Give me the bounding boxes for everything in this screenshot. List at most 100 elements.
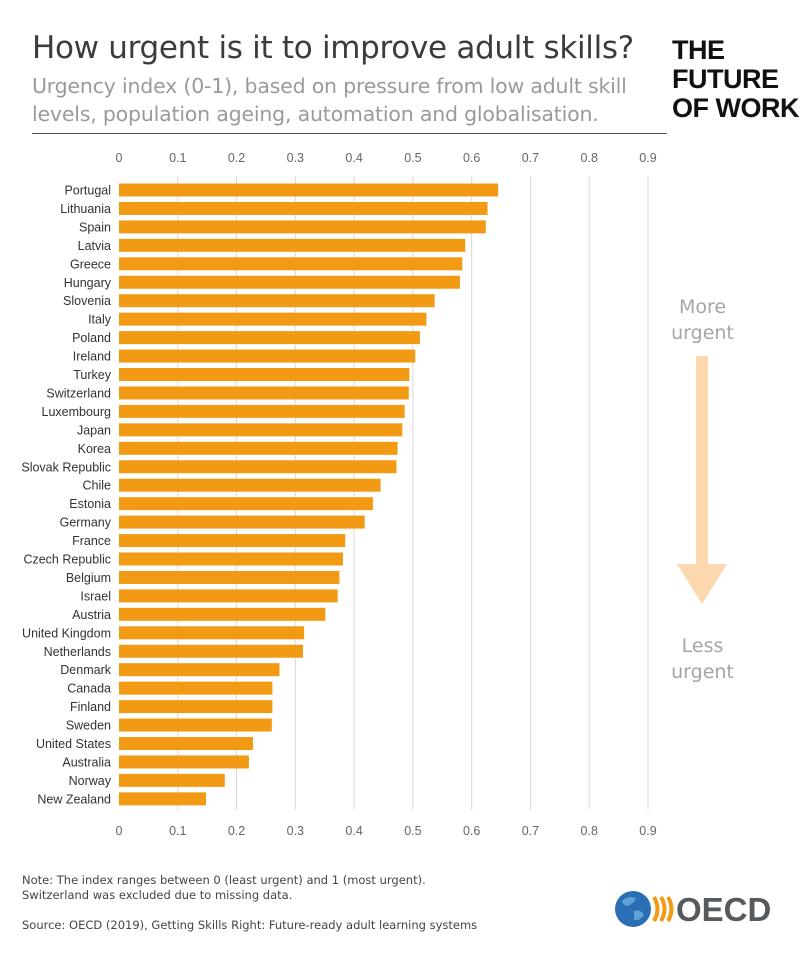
category-label: Czech Republic <box>23 553 111 567</box>
category-label: Australia <box>62 755 111 769</box>
x-tick-label-bottom: 0.3 <box>287 824 304 838</box>
x-tick-label-top: 0.3 <box>287 151 304 165</box>
note-line: Switzerland was excluded due to missing … <box>22 888 293 902</box>
category-label: Netherlands <box>44 645 111 659</box>
bar <box>119 700 273 714</box>
bar-chart: 0 0 0.1 0.1 0.2 0.2 0.3 0.3 0.4 0.4 0.5 0.5 0.6 0.6 0.… <box>21 151 656 838</box>
bar <box>119 275 460 289</box>
category-label: United States <box>36 737 111 751</box>
category-label: Israel <box>80 589 111 603</box>
bar <box>119 755 249 769</box>
category-label: Poland <box>72 331 111 345</box>
category-label: New Zealand <box>37 792 111 806</box>
bar <box>119 386 409 400</box>
bar <box>119 257 463 271</box>
x-tick-label-top: 0.8 <box>581 151 598 165</box>
bar <box>119 460 397 474</box>
x-tick-label-bottom: 0 <box>116 824 123 838</box>
bar <box>119 201 488 215</box>
x-tick-label-bottom: 0.6 <box>463 824 480 838</box>
bar <box>119 792 206 806</box>
bar <box>119 349 416 363</box>
x-tick-label-top: 0.4 <box>345 151 362 165</box>
x-tick-label-top: 0.5 <box>404 151 421 165</box>
x-tick-label-bottom: 0.7 <box>522 824 539 838</box>
x-tick-label-top: 0.7 <box>522 151 539 165</box>
more-urgent-label: More urgent <box>660 294 745 346</box>
x-tick-label-bottom: 0.1 <box>169 824 186 838</box>
bar <box>119 570 340 584</box>
footnote: Note: The index ranges between 0 (least … <box>22 873 482 903</box>
globe-icon <box>615 891 651 927</box>
bar <box>119 589 338 603</box>
bar <box>119 644 303 658</box>
bar <box>119 497 373 511</box>
category-label: Spain <box>79 220 111 234</box>
bar <box>119 478 381 492</box>
side-line: urgent <box>671 661 734 683</box>
category-label: Norway <box>69 774 112 788</box>
less-urgent-label: Less urgent <box>660 633 745 685</box>
bar <box>119 183 499 197</box>
chart-title: How urgent is it to improve adult skills… <box>32 30 634 66</box>
bar <box>119 607 326 621</box>
oecd-logo-text: OECD <box>676 891 771 928</box>
bar <box>119 294 435 308</box>
category-label: Luxembourg <box>42 405 112 419</box>
source-text: Source: OECD (2019), Getting Skills Righ… <box>22 918 478 932</box>
bar <box>119 441 398 455</box>
category-label: France <box>72 534 111 548</box>
x-tick-label-top: 0.9 <box>639 151 656 165</box>
bar <box>119 663 280 677</box>
bar <box>119 552 343 566</box>
category-label: Ireland <box>73 350 111 364</box>
x-tick-label-bottom: 0.8 <box>581 824 598 838</box>
category-label: Finland <box>70 700 111 714</box>
category-label: Korea <box>78 442 111 456</box>
category-label: Turkey <box>73 368 111 382</box>
x-tick-label-top: 0.1 <box>169 151 186 165</box>
category-label: Latvia <box>78 239 111 253</box>
category-label: Italy <box>88 313 112 327</box>
bar <box>119 534 346 548</box>
x-tick-label-top: 0.6 <box>463 151 480 165</box>
bar <box>119 220 486 234</box>
x-tick-label-bottom: 0.9 <box>639 824 656 838</box>
bar <box>119 423 403 437</box>
bar <box>119 626 305 640</box>
bar <box>119 368 410 381</box>
x-tick-label-bottom: 0.2 <box>228 824 245 838</box>
category-label: Slovenia <box>63 294 111 308</box>
category-label: Hungary <box>64 276 112 290</box>
category-label: Switzerland <box>46 386 111 400</box>
category-label: Canada <box>67 682 111 696</box>
wave-icon <box>652 895 660 923</box>
category-label: Belgium <box>66 571 111 585</box>
x-tick-label-top: 0 <box>116 151 123 165</box>
category-label: Portugal <box>64 184 111 198</box>
bar <box>119 681 273 695</box>
bar <box>119 238 466 252</box>
bar <box>119 515 365 529</box>
bar <box>119 404 405 418</box>
x-tick-label-top: 0.2 <box>228 151 245 165</box>
title-divider <box>32 133 667 134</box>
category-label: Japan <box>77 423 111 437</box>
category-label: Greece <box>70 257 111 271</box>
category-label: United Kingdom <box>22 626 111 640</box>
x-tick-label-bottom: 0.5 <box>404 824 421 838</box>
bar <box>119 312 427 326</box>
side-line: urgent <box>671 322 734 344</box>
side-line: Less <box>681 635 724 657</box>
side-line: More <box>678 296 727 318</box>
category-label: Denmark <box>60 663 111 677</box>
brand-line: OF WORK <box>672 93 799 123</box>
category-label: Lithuania <box>60 202 111 216</box>
x-tick-label-bottom: 0.4 <box>345 824 362 838</box>
chart-subtitle: Urgency index (0-1), based on pressure f… <box>32 74 627 126</box>
category-label: Germany <box>60 516 112 530</box>
oecd-logo: OECD <box>615 891 771 928</box>
future-of-work-logo: THE FUTURE OF WORK <box>672 36 799 123</box>
bar <box>119 331 420 345</box>
bar <box>119 737 254 750</box>
